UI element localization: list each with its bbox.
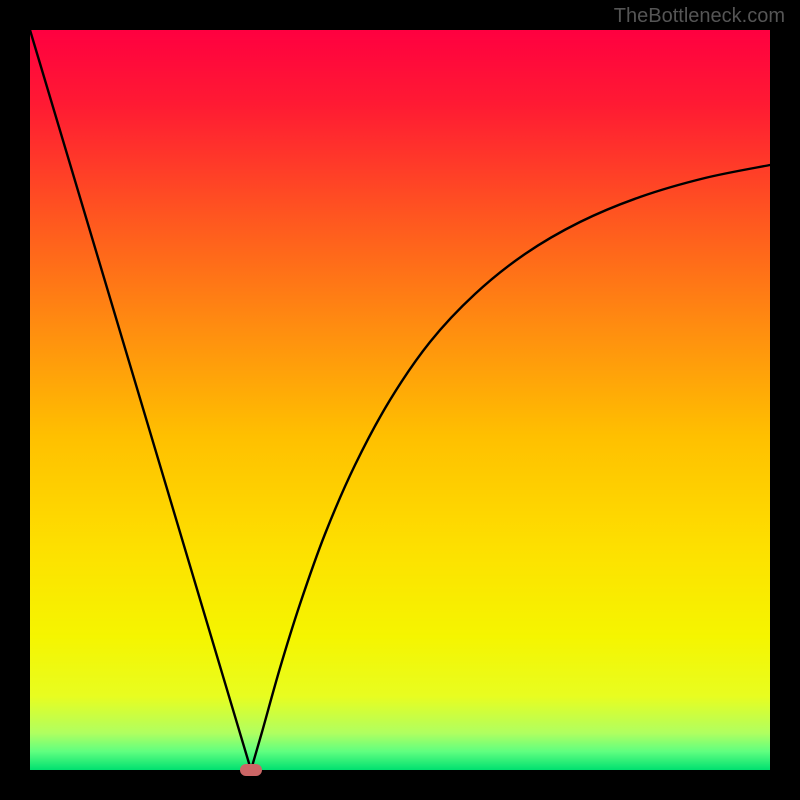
- chart-container: TheBottleneck.com: [0, 0, 800, 800]
- optimal-point-marker: [240, 764, 262, 776]
- bottleneck-chart: TheBottleneck.com: [0, 0, 800, 800]
- watermark-text: TheBottleneck.com: [614, 5, 785, 27]
